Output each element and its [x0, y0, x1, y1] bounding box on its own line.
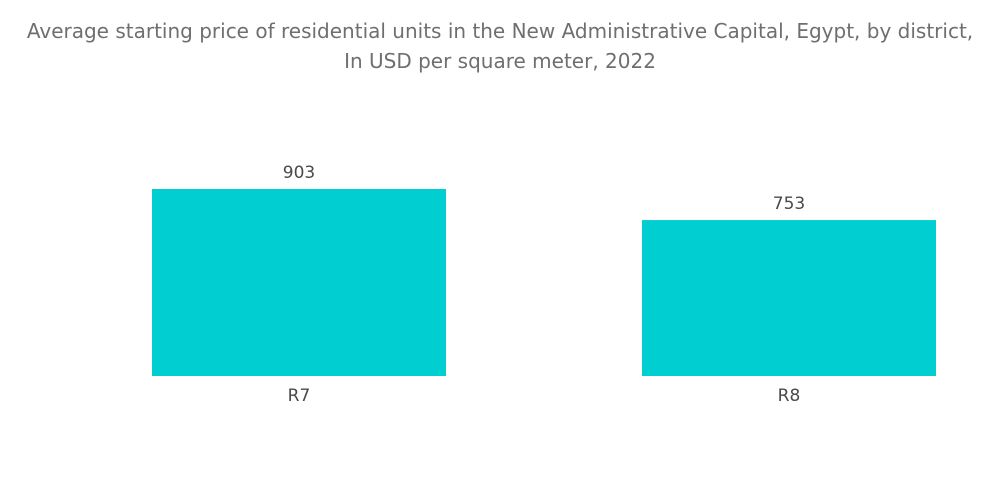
value-label-r8: 753: [773, 194, 805, 214]
category-label-r8: R8: [778, 386, 801, 406]
value-label-r7: 903: [283, 163, 315, 183]
category-label-r7: R7: [288, 386, 311, 406]
bar-r7: [152, 189, 446, 376]
bar-r8: [642, 220, 936, 376]
chart-title: Average starting price of residential un…: [26, 19, 974, 73]
